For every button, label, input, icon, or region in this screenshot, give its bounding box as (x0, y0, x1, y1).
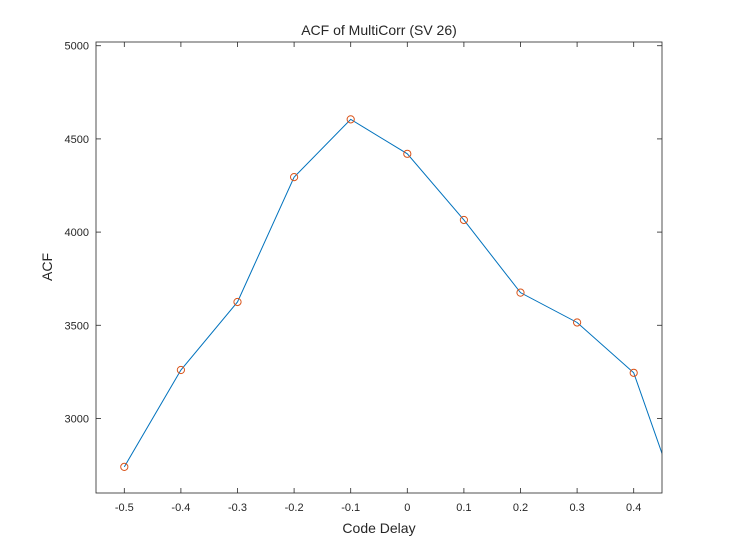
plot-area-background (96, 42, 662, 493)
x-tick-label: -0.2 (285, 502, 304, 514)
y-axis-label: ACF (39, 253, 55, 281)
x-tick-label: 0.3 (569, 502, 584, 514)
data-point-marker (176, 365, 185, 375)
data-point-marker (120, 462, 129, 472)
data-point-marker (403, 149, 412, 158)
axes-box (95, 41, 663, 494)
data-point-marker (346, 115, 355, 124)
x-tick-label: -0.5 (115, 502, 134, 514)
series-line (123, 118, 662, 468)
y-tick-label: 3500 (65, 320, 89, 332)
data-point-marker (516, 288, 525, 297)
series-layer (120, 115, 662, 472)
chart-title: ACF of MultiCorr (SV 26) (301, 22, 457, 38)
x-axis: -0.5 -0.4 -0.3 -0.2 -0.1 0 0.1 0.2 0.3 0.4 (115, 42, 641, 514)
x-tick-label: 0 (404, 502, 410, 514)
y-tick-label: 5000 (65, 41, 89, 53)
x-tick-label: -0.4 (171, 502, 190, 514)
x-tick-label: 0.2 (513, 502, 528, 514)
x-tick-label: -0.1 (341, 502, 360, 514)
data-point-marker (459, 215, 468, 225)
data-point-marker (573, 318, 582, 327)
y-tick-label: 4500 (65, 134, 89, 146)
y-axis: 3000 3500 4000 4500 5000 (65, 41, 662, 425)
data-point-marker (629, 368, 638, 377)
data-point-marker (233, 297, 242, 307)
x-tick-label: -0.3 (228, 502, 247, 514)
y-tick-label: 3000 (65, 413, 89, 425)
x-tick-label: 0.4 (626, 502, 641, 514)
data-point-marker (290, 173, 299, 182)
x-axis-label: Code Delay (342, 520, 415, 536)
y-tick-label: 4000 (65, 227, 89, 239)
x-tick-label: 0.1 (456, 502, 471, 514)
